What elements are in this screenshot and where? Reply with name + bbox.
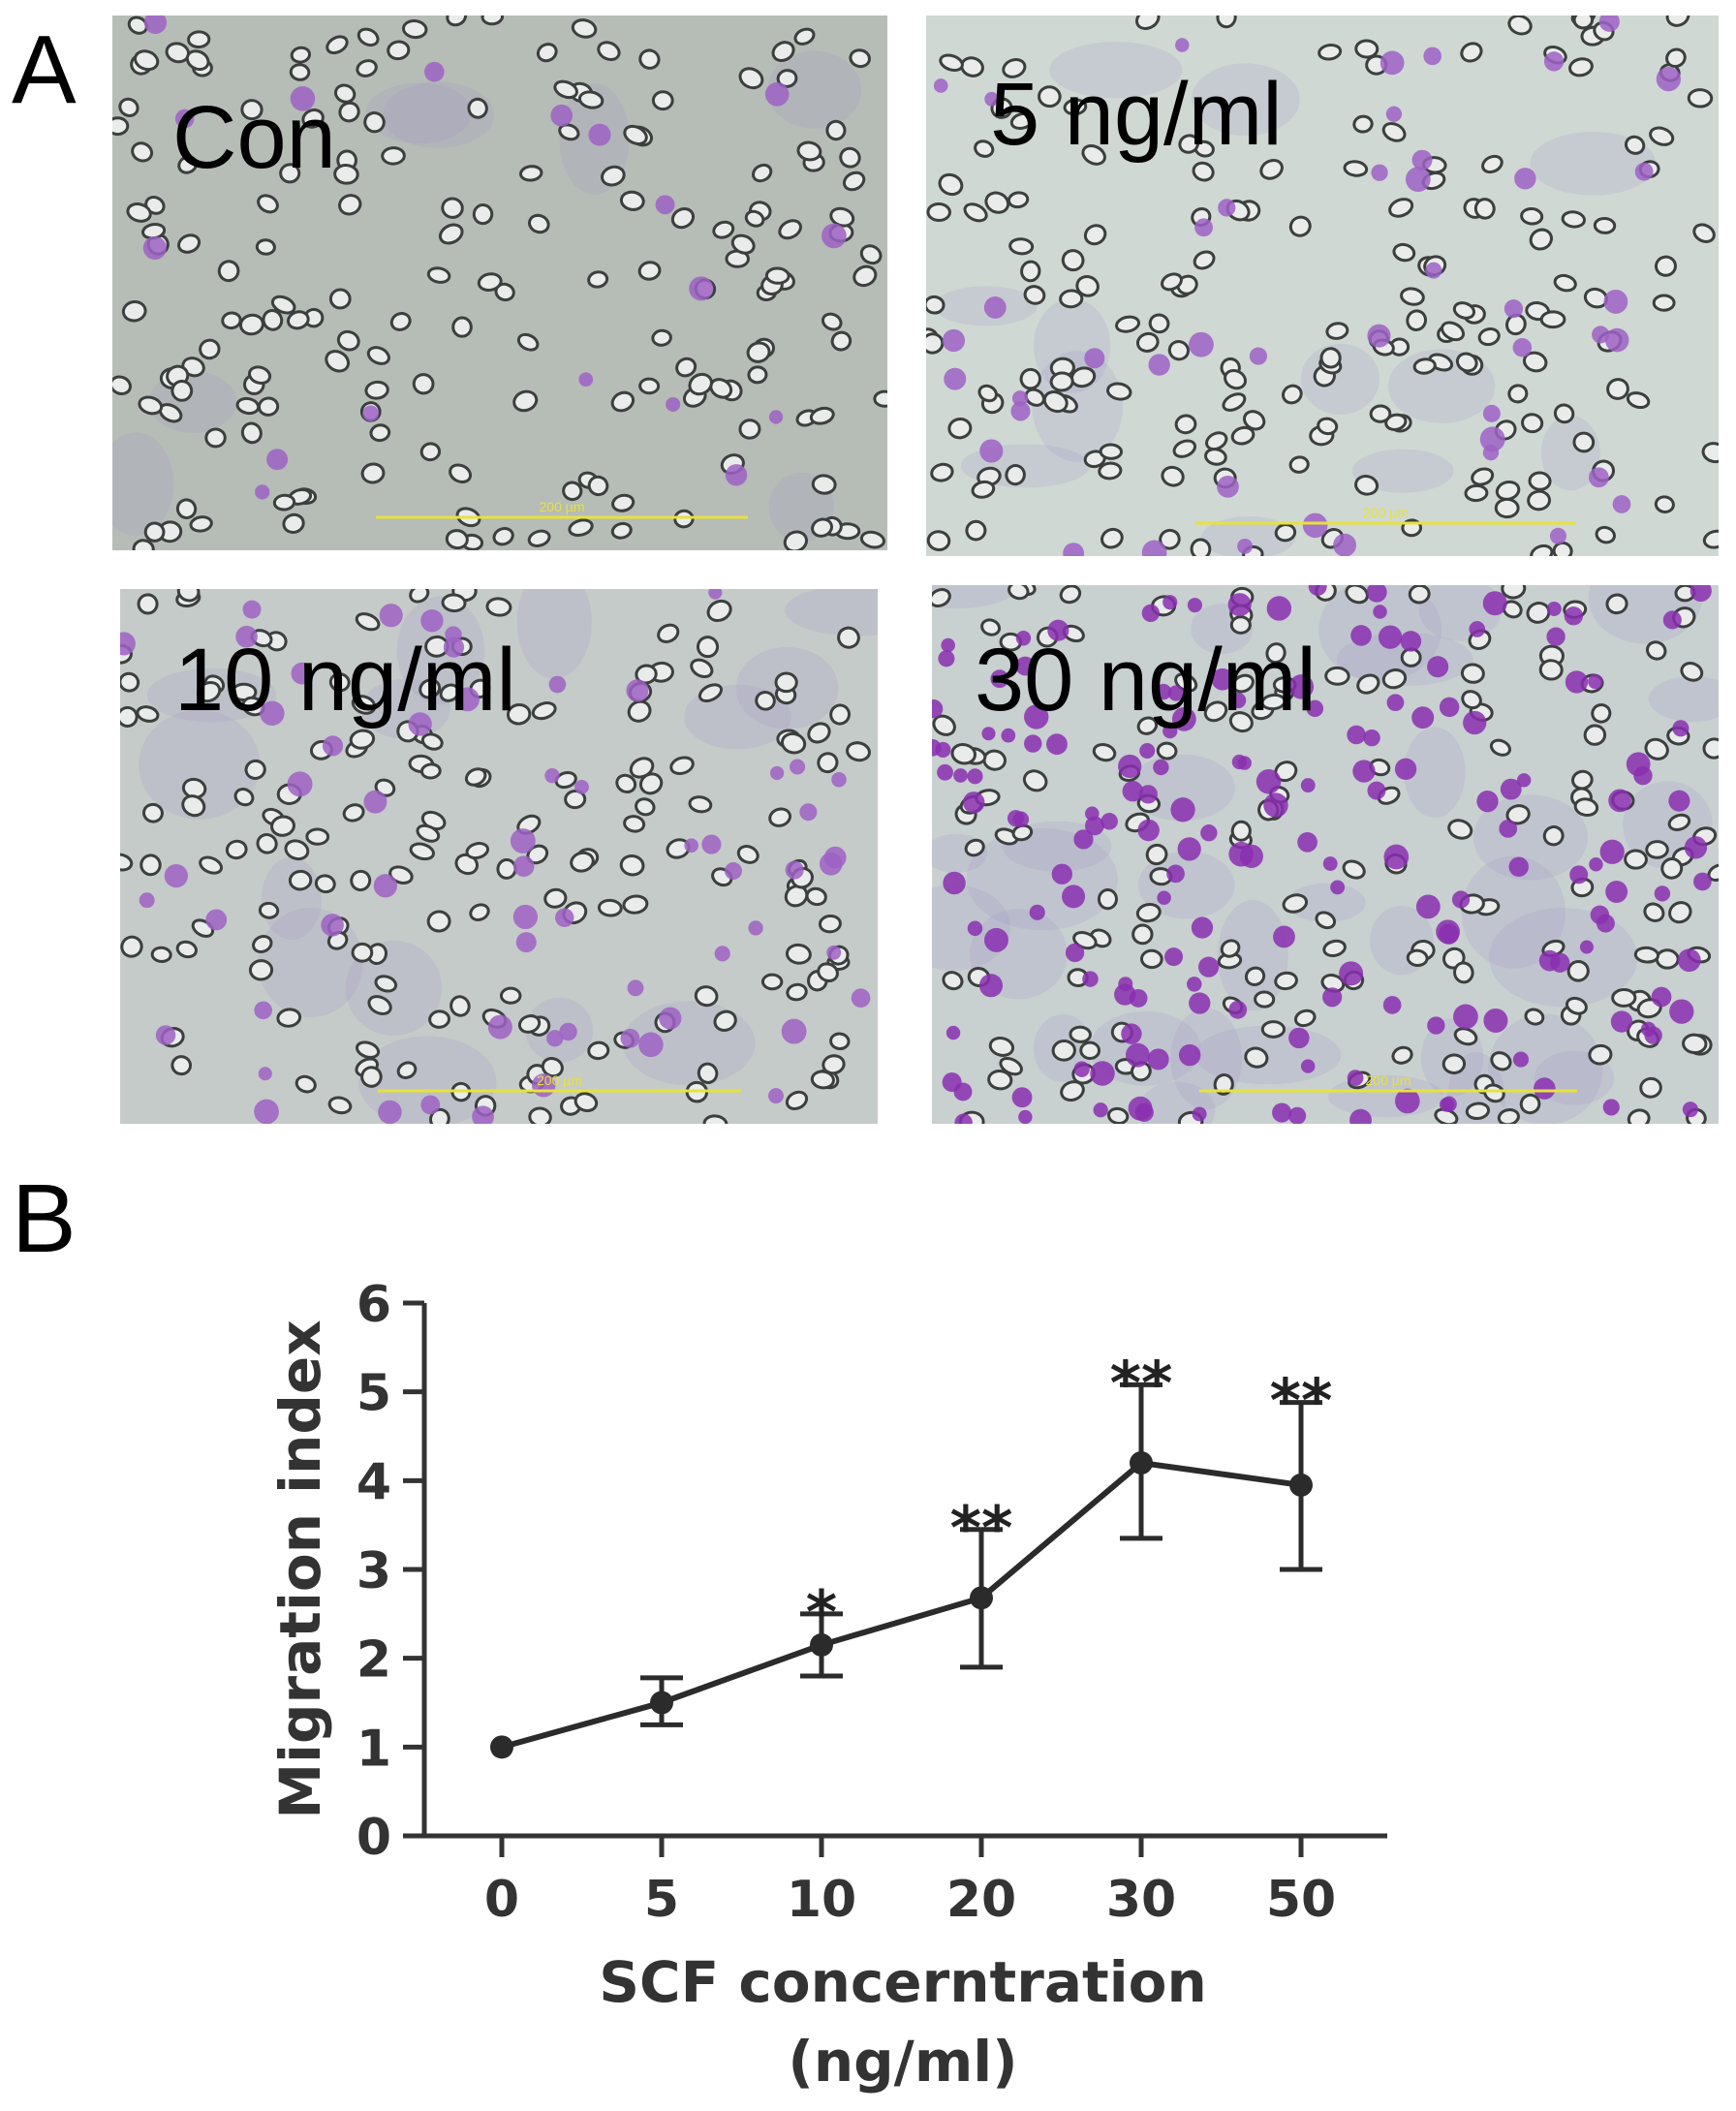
panel-b-letter: B [12,1164,77,1273]
y-tick-label-5: 5 [356,1365,391,1423]
svg-text:200 µm: 200 µm [1366,1072,1411,1088]
micrograph-30ng-label: 30 ng/ml [975,631,1317,730]
micrograph-5ng: 200 µm 5 ng/ml [926,16,1719,556]
y-tick-label-3: 3 [356,1542,391,1600]
data-point-30 [1130,1451,1153,1475]
micrograph-5ng-image: 200 µm [926,16,1719,556]
x-axis-title: SCF concerntration [599,1949,1207,2015]
y-tick-label-4: 4 [356,1453,391,1511]
svg-text:200 µm: 200 µm [537,1072,582,1088]
y-tick-label-6: 6 [356,1276,391,1334]
svg-text:200 µm: 200 µm [1363,505,1409,520]
y-tick-label-2: 2 [356,1631,391,1690]
micrograph-30ng-image: 200 µm [932,585,1719,1124]
x-tick-label-10: 10 [787,1871,856,1929]
data-point-10 [810,1632,833,1657]
series-line [501,1459,1302,1751]
data-point-5 [650,1691,673,1715]
significance-mark-10: * [806,1577,837,1648]
data-point-0 [490,1735,513,1759]
significance-mark-50: ** [1270,1366,1333,1437]
y-tick-label-1: 1 [356,1720,391,1778]
micrograph-control: 200 µm Con [112,16,887,550]
micrograph-10ng-image: 200 µm [120,589,878,1124]
x-tick-label-0: 0 [484,1871,519,1929]
micrograph-5ng-label: 5 ng/ml [990,65,1283,164]
data-point-50 [1289,1473,1313,1497]
micrograph-30ng: 200 µm 30 ng/ml [932,585,1719,1124]
data-points [490,1451,1313,1759]
y-ticks: 0 1 2 3 4 5 6 [356,1276,424,1867]
micrograph-control-image: 200 µm [112,16,887,550]
significance-mark-30: ** [1110,1348,1173,1418]
x-axis-title-unit: (ng/ml) [788,2029,1017,2095]
micrograph-10ng: 200 µm 10 ng/ml [120,589,878,1124]
significance-marks: ***** ** [806,1348,1333,1648]
x-tick-label-20: 20 [946,1871,1016,1929]
x-tick-label-30: 30 [1106,1871,1176,1929]
panel-a-letter: A [12,16,77,124]
micrograph-10ng-label: 10 ng/ml [174,631,516,730]
svg-text:200 µm: 200 µm [540,499,585,514]
x-tick-label-5: 5 [644,1871,679,1929]
y-axis-title: Migration index [267,1319,333,1818]
x-tick-label-50: 50 [1266,1871,1336,1929]
y-tick-label-0: 0 [356,1809,391,1867]
data-point-20 [970,1586,993,1610]
micrograph-control-label: Con [172,88,336,187]
x-ticks: 0 5 10 20 30 50 [484,1836,1336,1929]
significance-mark-20: ** [950,1493,1013,1564]
